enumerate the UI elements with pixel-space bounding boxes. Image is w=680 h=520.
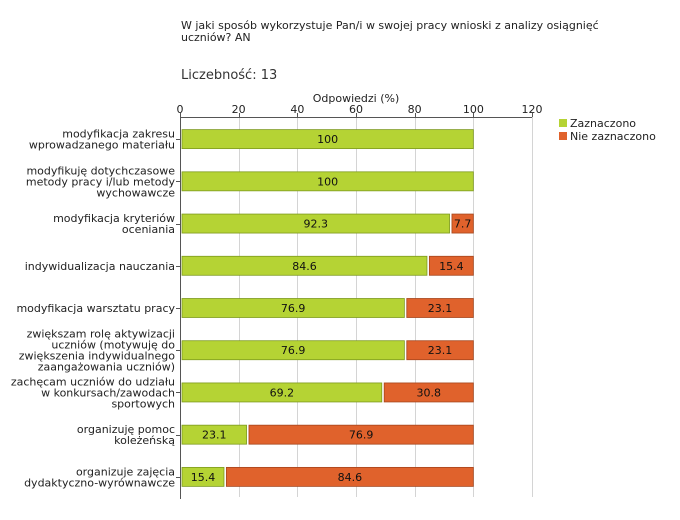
bar-not-selected [451, 213, 474, 234]
bar-label-not-selected: 15.4 [439, 260, 464, 273]
legend-swatch-not-selected [559, 132, 567, 140]
bar-selected [181, 298, 405, 318]
bar-label-selected: 76.9 [281, 344, 306, 357]
bar-not-selected [428, 255, 474, 276]
category-label: organizuję pomoc koleżeńską [77, 423, 175, 447]
bar-selected [181, 424, 247, 445]
bar-selected [181, 466, 225, 487]
bar-selected [181, 213, 450, 234]
bar-label-selected: 92.3 [304, 218, 329, 231]
bar-label-not-selected: 30.8 [417, 386, 442, 399]
x-tick-label: 40 [290, 103, 304, 116]
bar-label-selected: 100 [317, 133, 338, 146]
category-label: modyfikacja kryteriów oceniania [53, 212, 175, 236]
bar-not-selected [248, 424, 474, 445]
category-label: modyfikuję dotychczasowe metody pracy i/l… [26, 164, 176, 199]
bar-selected [181, 255, 428, 276]
bar-selected [181, 340, 405, 361]
legend-label-not-selected: Nie zaznaczono [570, 130, 656, 143]
bar-not-selected [406, 340, 474, 361]
chart-title: W jaki sposób wykorzystuje Pan/i w swoje… [181, 19, 599, 44]
bar-label-not-selected: 23.1 [428, 344, 453, 357]
legend-item-not-selected: Nie zaznaczono [559, 130, 656, 143]
bar-not-selected [406, 298, 474, 318]
bar-label-not-selected: 23.1 [428, 302, 453, 315]
sample-size-value: 13 [260, 68, 278, 83]
bar-label-selected: 76.9 [281, 302, 306, 315]
legend-item-selected: Zaznaczono [559, 117, 636, 130]
category-label: modyfikacja warsztatu pracy [16, 302, 175, 315]
bar-not-selected [225, 466, 474, 487]
category-label: modyfikacja zakresu wprowadzanego materia… [29, 128, 175, 152]
x-tick-label: 80 [408, 103, 422, 116]
category-label: zachęcam uczniów do udziału w konkursach/… [11, 375, 175, 410]
x-tick-label: 100 [463, 103, 484, 116]
bar-label-not-selected: 76.9 [349, 429, 374, 442]
x-tick-label: 120 [522, 103, 543, 116]
legend-label-selected: Zaznaczono [570, 117, 637, 130]
x-tick-label: 0 [177, 103, 184, 116]
category-label: zwiększam rolę aktywizacji uczniów (motyw… [19, 328, 176, 374]
bar-label-not-selected: 7.7 [454, 218, 472, 231]
bar-selected [181, 171, 474, 192]
bar-selected [181, 129, 474, 150]
x-tick-label: 60 [349, 103, 363, 116]
legend-swatch-selected [559, 119, 567, 127]
bar-selected [181, 382, 383, 403]
x-tick-label: 20 [232, 103, 246, 116]
bar-label-selected: 15.4 [191, 471, 216, 484]
bar-label-selected: 23.1 [202, 429, 227, 442]
sample-size: Liczebność: 13 [181, 68, 277, 83]
bar-label-selected: 69.2 [270, 386, 295, 399]
bar-not-selected [383, 382, 474, 403]
bar-label-not-selected: 84.6 [338, 471, 363, 484]
sample-size-label: Liczebność: [181, 68, 257, 83]
x-axis-title: Odpowiedzi (%) [313, 92, 400, 105]
category-label: organizuje zajęcia dydaktyczno-wyrównawcz… [24, 465, 175, 489]
category-label: indywidualizacja nauczania [25, 260, 175, 273]
bar-label-selected: 100 [317, 175, 338, 188]
bar-label-selected: 84.6 [292, 260, 317, 273]
